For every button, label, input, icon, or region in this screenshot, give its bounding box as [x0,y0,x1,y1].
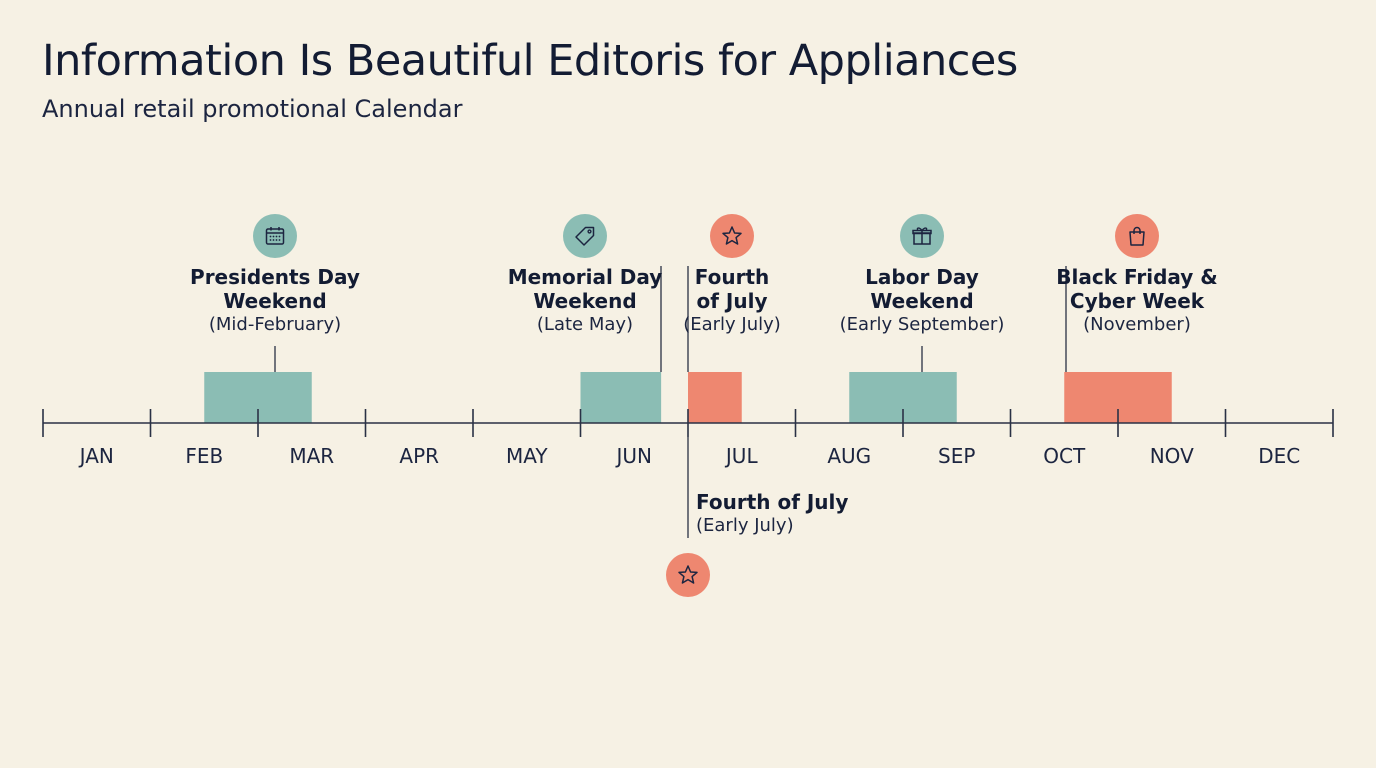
shopping-bag-icon [1115,214,1159,258]
event-timing: (Early July) [683,314,781,335]
month-label-jul: JUL [725,444,758,468]
event-label: Labor Day Weekend (Early September) [812,265,1032,337]
event-bar [580,372,662,423]
month-label-nov: NOV [1149,444,1194,468]
event-timing: (November) [1083,314,1191,335]
star-icon [710,214,754,258]
event-name: Memorial Day [507,265,663,289]
month-label-dec: DEC [1258,444,1301,468]
event-name: Weekend [533,289,637,313]
month-label-apr: APR [399,444,440,468]
month-label-aug: AUG [827,444,872,468]
callout-label: Fourth of July (Early July) [696,490,848,538]
event-name: Black Friday & [1056,265,1218,289]
event-timing: (Mid-February) [208,314,342,335]
month-label-mar: MAR [289,444,335,468]
event-name: Labor Day [865,265,979,289]
month-label-jan: JAN [79,444,114,468]
gift-icon [900,214,944,258]
event-name: Weekend [870,289,974,313]
page-title: Information Is Beautiful Editoris for Ap… [42,36,1018,86]
month-label-may: MAY [505,444,548,468]
event-timing: (Late May) [536,314,634,335]
month-label-oct: OCT [1043,444,1086,468]
star-icon [666,553,710,597]
month-label-feb: FEB [185,444,224,468]
event-name: Cyber Week [1069,289,1205,313]
event-name: of July [696,289,768,313]
page-subtitle: Annual retail promotional Calendar [42,95,463,123]
event-label: Fourth of July (Early July) [622,265,842,337]
event-label: Black Friday & Cyber Week (November) [1027,265,1247,337]
event-name: Presidents Day [190,265,360,289]
month-label-sep: SEP [938,444,976,468]
calendar-icon [253,214,297,258]
tag-icon [563,214,607,258]
callout-timing: (Early July) [696,515,794,536]
event-bar [688,372,742,423]
month-label-jun: JUN [616,444,653,468]
event-timing: (Early September) [839,314,1005,335]
event-label: Memorial Day Weekend (Late May) [475,265,695,337]
callout-name: Fourth of July [696,490,849,514]
event-label: Presidents Day Weekend (Mid-February) [165,265,385,337]
event-name: Weekend [223,289,327,313]
event-name: Fourth [694,265,770,289]
